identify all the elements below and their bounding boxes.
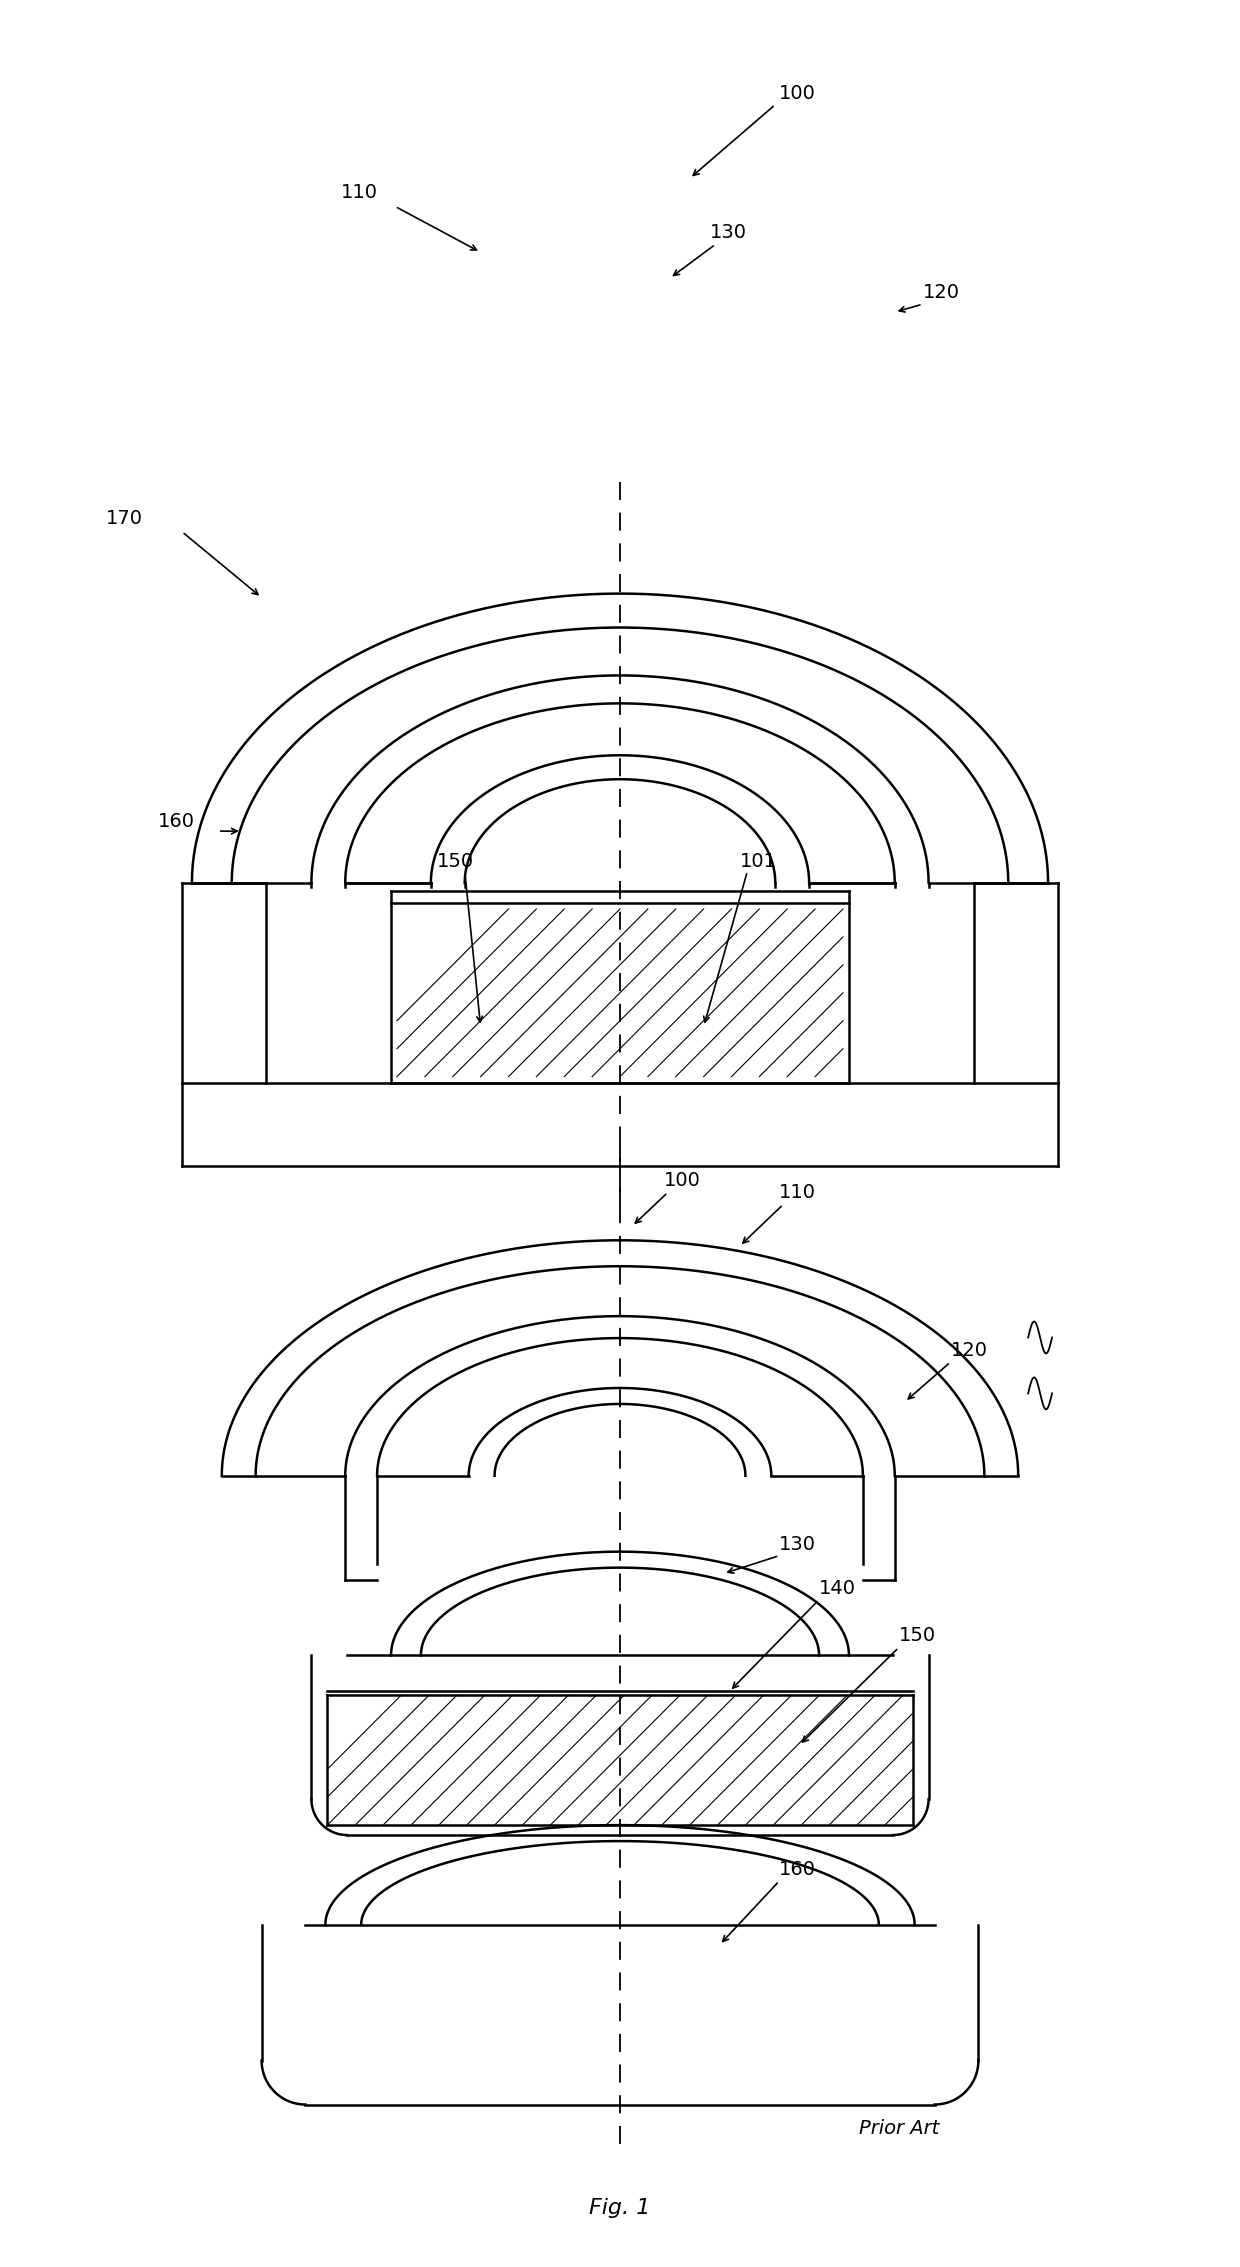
Text: 160: 160	[779, 1859, 816, 1879]
Text: 100: 100	[663, 1172, 701, 1190]
Text: 170: 170	[107, 508, 144, 528]
Text: 120: 120	[923, 283, 960, 302]
Text: 150: 150	[899, 1625, 936, 1646]
Text: 140: 140	[820, 1578, 856, 1598]
Text: 150: 150	[436, 852, 474, 871]
Text: 100: 100	[779, 84, 816, 102]
Text: Fig. 1: Fig. 1	[589, 2199, 651, 2219]
Text: 120: 120	[951, 1342, 987, 1360]
Text: 130: 130	[709, 224, 746, 243]
Text: 160: 160	[157, 812, 195, 832]
Text: 101: 101	[739, 852, 776, 871]
Text: 110: 110	[341, 184, 378, 202]
Text: 110: 110	[779, 1183, 816, 1202]
Text: 130: 130	[779, 1535, 816, 1553]
Text: Prior Art: Prior Art	[859, 2120, 939, 2138]
